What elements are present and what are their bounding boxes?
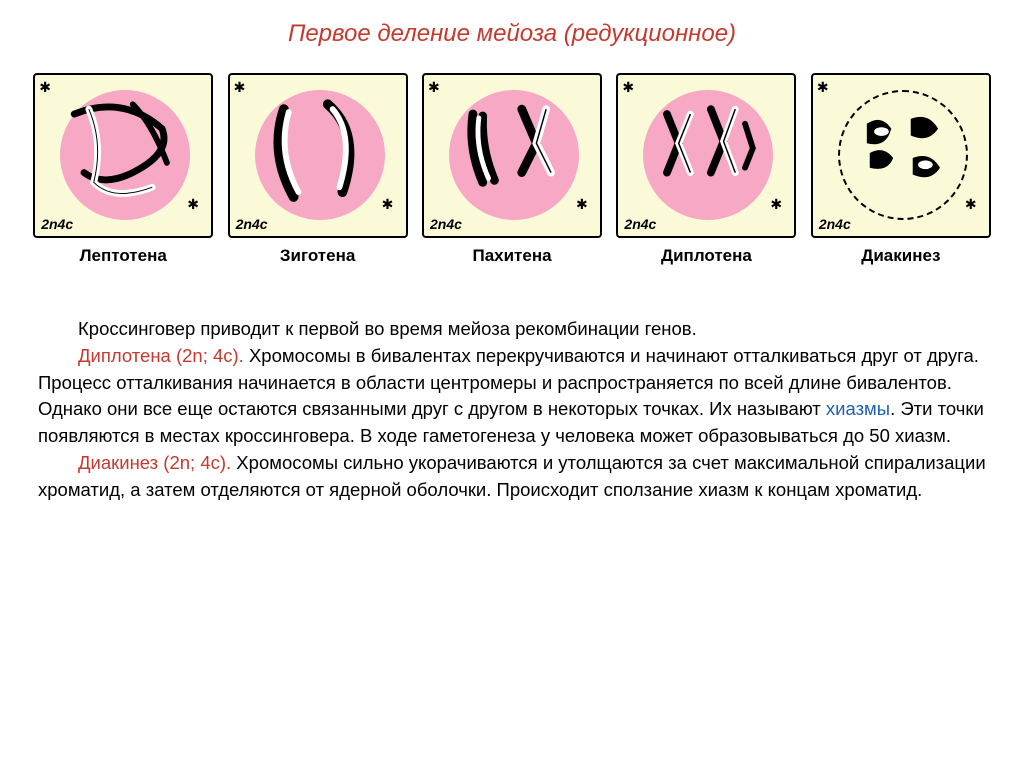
highlight-diplotena: Диплотена (2n; 4c).	[78, 345, 244, 366]
formula-label: 2n4c	[624, 216, 656, 232]
centriole-icon	[965, 196, 985, 216]
stage-zygotena: 2n4c Зиготена	[224, 73, 410, 266]
stage-label: Диакинез	[861, 246, 940, 266]
formula-label: 2n4c	[236, 216, 268, 232]
highlight-diakinez: Диакинез (2n; 4c).	[78, 452, 231, 473]
stage-diplotena: 2n4c Диплотена	[613, 73, 799, 266]
paragraph-1: Кроссинговер приводит к первой во время …	[38, 316, 986, 343]
paragraph-2: Диплотена (2n; 4c). Хромосомы в бивалент…	[38, 343, 986, 450]
stage-pachytena: 2n4c Пахитена	[419, 73, 605, 266]
highlight-chiasm: хиазмы	[826, 398, 890, 419]
cell-box: 2n4c	[33, 73, 213, 238]
paragraph-3: Диакинез (2n; 4c). Хромосомы сильно укор…	[38, 450, 986, 504]
page-title: Первое деление мейоза (редукционное)	[30, 20, 994, 48]
centriole-icon	[817, 79, 837, 99]
cell-box: 2n4c	[811, 73, 991, 238]
stage-label: Диплотена	[661, 246, 752, 266]
text-span: Кроссинговер приводит к первой во время …	[78, 318, 697, 339]
nucleus	[643, 90, 773, 220]
centriole-icon	[622, 79, 642, 99]
body-text: Кроссинговер приводит к первой во время …	[30, 316, 994, 504]
formula-label: 2n4c	[430, 216, 462, 232]
stage-label: Зиготена	[280, 246, 355, 266]
formula-label: 2n4c	[819, 216, 851, 232]
stage-label: Пахитена	[472, 246, 551, 266]
stage-diakinez: 2n4c Диакинез	[808, 73, 994, 266]
stage-leptotena: 2n4c Лептотена	[30, 73, 216, 266]
centriole-icon	[234, 79, 254, 99]
cell-box: 2n4c	[616, 73, 796, 238]
centriole-icon	[187, 196, 207, 216]
stage-label: Лептотена	[80, 246, 167, 266]
nucleus-dashed	[838, 90, 968, 220]
nucleus	[449, 90, 579, 220]
centriole-icon	[382, 196, 402, 216]
nucleus	[60, 90, 190, 220]
nucleus	[255, 90, 385, 220]
cell-box: 2n4c	[228, 73, 408, 238]
centriole-icon	[576, 196, 596, 216]
diagram-row: 2n4c Лептотена 2n4c Зиготена	[30, 73, 994, 266]
formula-label: 2n4c	[41, 216, 73, 232]
centriole-icon	[39, 79, 59, 99]
cell-box: 2n4c	[422, 73, 602, 238]
centriole-icon	[770, 196, 790, 216]
centriole-icon	[428, 79, 448, 99]
